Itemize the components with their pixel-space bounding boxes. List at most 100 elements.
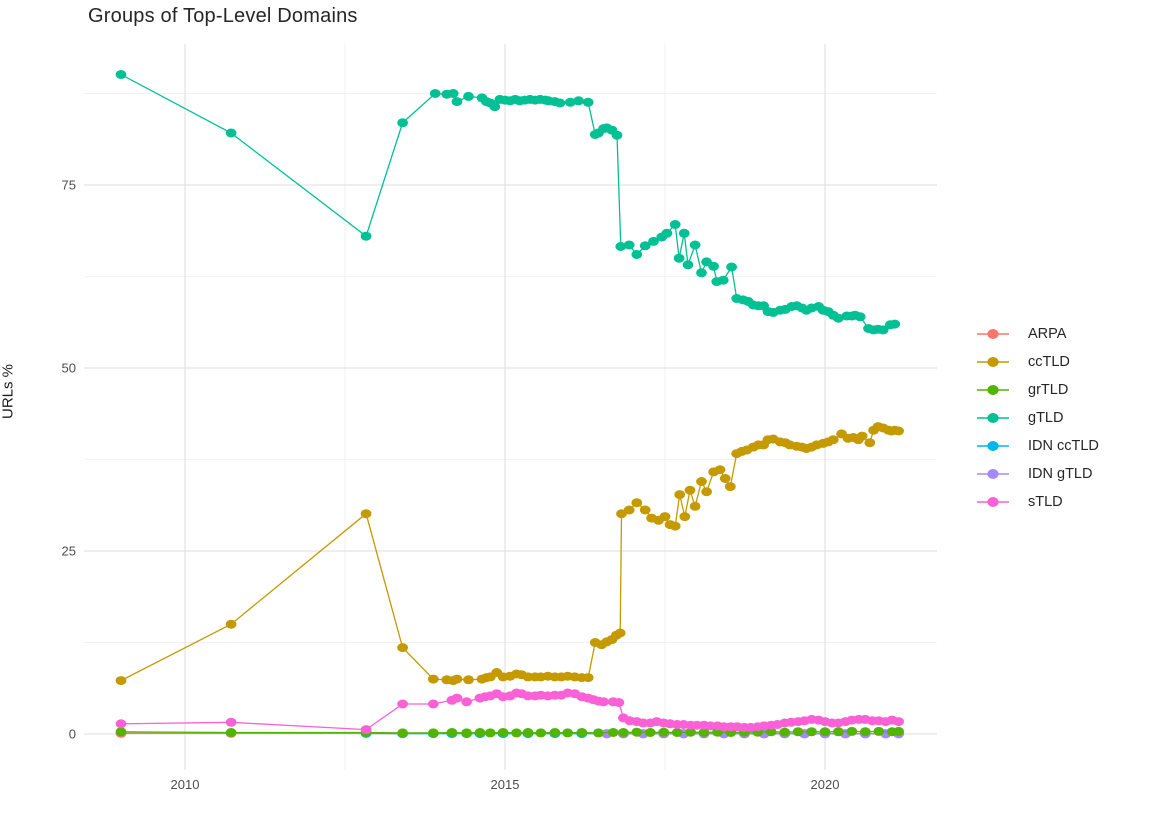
data-point <box>856 431 868 441</box>
legend-item-gTLD: gTLD <box>976 404 1099 432</box>
data-point <box>631 250 643 259</box>
data-point <box>623 505 635 515</box>
data-point <box>564 97 576 107</box>
data-point <box>593 728 604 738</box>
y-tick-label: 0 <box>69 727 76 742</box>
y-tick-label: 75 <box>62 178 76 193</box>
data-point <box>661 228 673 238</box>
legend-item-ARPA: ARPA <box>976 320 1099 348</box>
data-point <box>360 231 372 241</box>
data-point <box>474 728 486 737</box>
data-point <box>549 728 561 737</box>
data-point <box>669 220 681 229</box>
data-point <box>497 728 509 737</box>
data-point <box>463 91 474 101</box>
data-point <box>489 102 501 112</box>
data-point <box>618 728 629 737</box>
y-axis-title: URLs % <box>0 364 17 420</box>
data-point <box>397 699 408 709</box>
data-point <box>562 728 574 738</box>
data-point <box>659 512 671 522</box>
data-point <box>689 240 701 250</box>
data-point <box>724 482 736 492</box>
data-point <box>484 728 496 738</box>
x-tick-label: 2015 <box>491 777 520 792</box>
data-point <box>689 501 701 511</box>
legend-item-IDN-gTLD: IDN gTLD <box>976 460 1099 488</box>
y-tick-label: 25 <box>62 544 76 559</box>
data-point <box>893 717 904 727</box>
data-point <box>671 728 683 737</box>
data-point <box>889 319 901 329</box>
data-point <box>639 505 651 515</box>
data-point <box>674 490 686 500</box>
legend-key-icon <box>977 413 1009 423</box>
data-point <box>447 89 459 98</box>
data-point <box>827 435 839 445</box>
data-point <box>463 675 474 685</box>
data-point <box>846 726 858 736</box>
data-point <box>854 312 866 322</box>
data-point <box>446 728 458 737</box>
data-point <box>779 727 791 737</box>
data-point <box>669 521 681 531</box>
data-point <box>833 727 844 737</box>
legend-label: gTLD <box>1028 410 1064 426</box>
legend-key-icon <box>977 385 1009 395</box>
data-point <box>554 98 566 108</box>
data-point <box>806 727 817 737</box>
legend: ARPA ccTLD grTLD gTLD IDN ccTLD IDN gTLD sTLD <box>976 320 1099 516</box>
data-point <box>451 674 463 684</box>
data-point <box>658 727 670 737</box>
data-point <box>115 676 127 686</box>
series-ccTLD <box>115 422 904 686</box>
data-point <box>598 697 609 707</box>
data-point <box>461 728 472 738</box>
data-point <box>696 268 707 278</box>
data-point <box>877 325 889 335</box>
x-tick-label: 2010 <box>171 777 200 792</box>
y-tick-label: 50 <box>62 361 76 376</box>
data-point <box>696 477 707 486</box>
data-point <box>714 465 726 475</box>
legend-item-sTLD: sTLD <box>976 488 1099 516</box>
data-point <box>607 728 619 737</box>
data-point <box>225 728 237 737</box>
data-point <box>682 260 694 270</box>
data-point <box>576 728 588 737</box>
data-point <box>864 438 876 448</box>
data-point <box>833 313 844 323</box>
legend-label: ARPA <box>1028 326 1067 342</box>
data-point <box>893 426 904 436</box>
legend-key-icon <box>977 469 1009 479</box>
data-point <box>615 242 627 251</box>
data-point <box>678 228 690 238</box>
data-point <box>639 241 651 251</box>
series-gTLD <box>115 70 901 335</box>
series-sTLD <box>115 688 904 735</box>
data-point <box>360 509 372 519</box>
data-point <box>115 719 127 729</box>
data-point <box>225 717 237 727</box>
data-point <box>573 96 584 106</box>
data-point <box>698 728 710 737</box>
legend-label: ccTLD <box>1028 354 1070 370</box>
legend-item-IDN-ccTLD: IDN ccTLD <box>976 432 1099 460</box>
data-point <box>397 643 408 653</box>
data-point <box>765 727 777 737</box>
legend-key-icon <box>977 497 1009 507</box>
legend-item-grTLD: grTLD <box>976 376 1099 404</box>
data-point <box>701 487 712 497</box>
data-point <box>631 498 643 508</box>
legend-label: sTLD <box>1028 494 1063 510</box>
data-point <box>644 728 656 737</box>
data-point <box>582 97 594 107</box>
legend-label: IDN ccTLD <box>1028 438 1099 454</box>
series-line <box>120 730 899 734</box>
data-point <box>873 726 885 736</box>
data-point <box>708 261 719 271</box>
data-point <box>648 236 659 246</box>
data-point <box>726 262 737 272</box>
data-point <box>511 728 522 738</box>
